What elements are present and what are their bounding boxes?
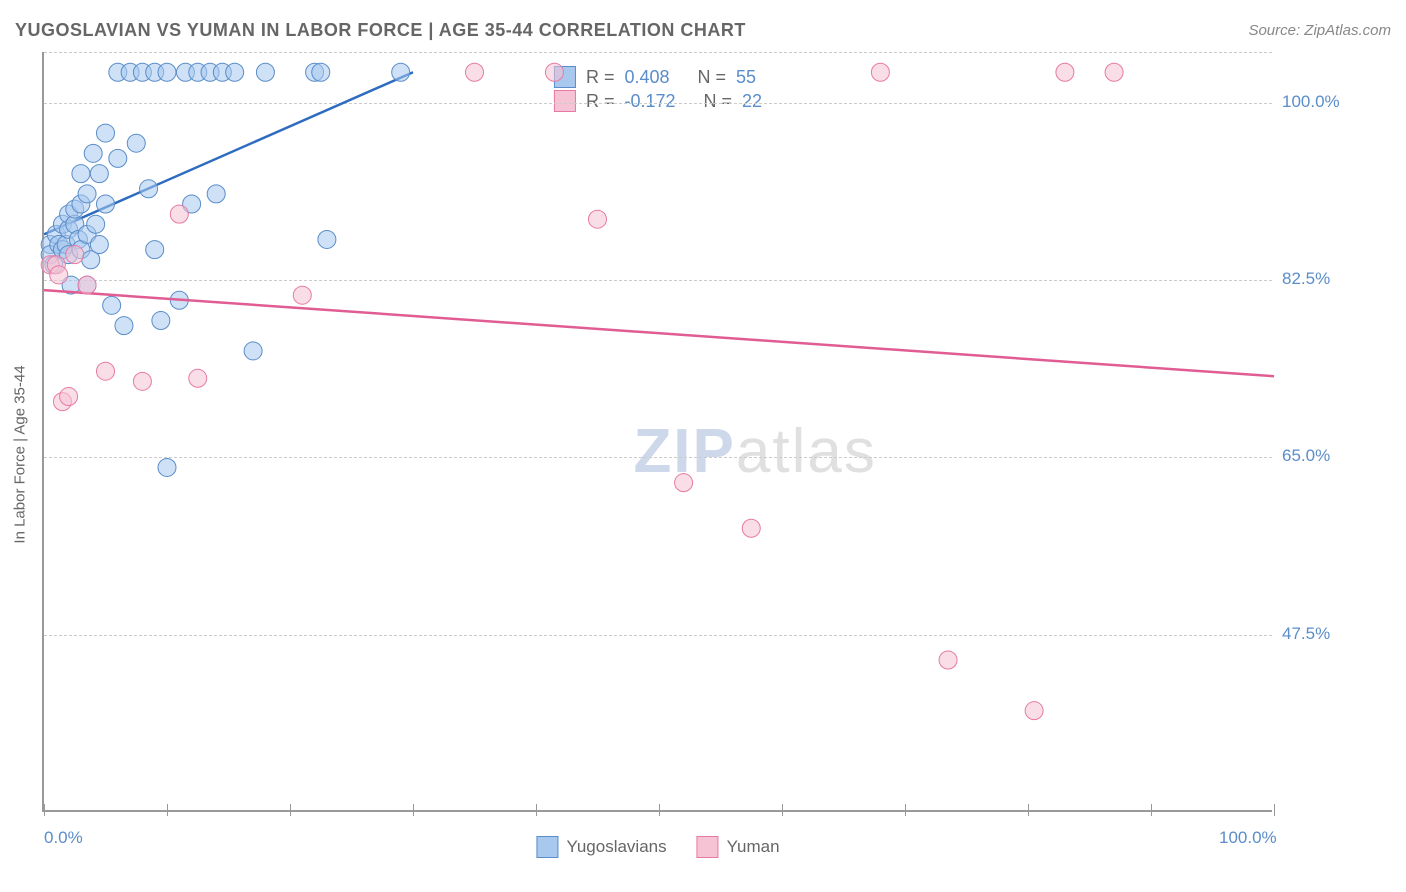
y-tick-label: 65.0% bbox=[1282, 446, 1392, 466]
data-point bbox=[87, 215, 105, 233]
data-point bbox=[244, 342, 262, 360]
data-point bbox=[90, 236, 108, 254]
series-legend-label: Yugoslavians bbox=[566, 837, 666, 857]
x-tick-mark bbox=[1274, 804, 1275, 816]
series-legend-item-yuman: Yuman bbox=[697, 836, 780, 858]
data-point bbox=[675, 474, 693, 492]
data-point bbox=[226, 63, 244, 81]
data-point bbox=[97, 124, 115, 142]
x-tick-label: 100.0% bbox=[1219, 828, 1277, 848]
data-point bbox=[60, 388, 78, 406]
data-point bbox=[146, 241, 164, 259]
data-point bbox=[939, 651, 957, 669]
series-legend: Yugoslavians Yuman bbox=[536, 836, 779, 858]
chart-title: YUGOSLAVIAN VS YUMAN IN LABOR FORCE | AG… bbox=[15, 20, 746, 41]
data-point bbox=[152, 312, 170, 330]
data-point bbox=[871, 63, 889, 81]
x-tick-label: 0.0% bbox=[44, 828, 83, 848]
data-point bbox=[545, 63, 563, 81]
data-point bbox=[742, 519, 760, 537]
data-point bbox=[133, 372, 151, 390]
data-point bbox=[84, 144, 102, 162]
data-point bbox=[66, 246, 84, 264]
data-point bbox=[90, 165, 108, 183]
y-tick-label: 82.5% bbox=[1282, 269, 1392, 289]
data-point bbox=[72, 165, 90, 183]
data-point bbox=[1105, 63, 1123, 81]
trend-line-yuman bbox=[44, 290, 1274, 376]
data-point bbox=[78, 276, 96, 294]
data-point bbox=[97, 195, 115, 213]
data-point bbox=[109, 149, 127, 167]
data-point bbox=[97, 362, 115, 380]
data-point bbox=[127, 134, 145, 152]
plot-area: ZIPatlas R =0.408N =55R =-0.172N =22 Yug… bbox=[42, 52, 1272, 812]
data-point bbox=[140, 180, 158, 198]
legend-swatch bbox=[697, 836, 719, 858]
data-point bbox=[103, 296, 121, 314]
legend-swatch bbox=[536, 836, 558, 858]
data-point bbox=[312, 63, 330, 81]
data-point bbox=[170, 205, 188, 223]
data-point bbox=[50, 266, 68, 284]
source-attribution: Source: ZipAtlas.com bbox=[1248, 22, 1391, 39]
data-point bbox=[589, 210, 607, 228]
data-point bbox=[115, 317, 133, 335]
series-legend-label: Yuman bbox=[727, 837, 780, 857]
y-axis-label: In Labor Force | Age 35-44 bbox=[12, 365, 29, 543]
data-point bbox=[158, 458, 176, 476]
chart-container: YUGOSLAVIAN VS YUMAN IN LABOR FORCE | AG… bbox=[0, 0, 1406, 892]
data-point bbox=[207, 185, 225, 203]
y-tick-label: 100.0% bbox=[1282, 92, 1392, 112]
data-point bbox=[256, 63, 274, 81]
data-point bbox=[392, 63, 410, 81]
data-point bbox=[158, 63, 176, 81]
data-point bbox=[189, 369, 207, 387]
data-point bbox=[1025, 702, 1043, 720]
data-point bbox=[1056, 63, 1074, 81]
data-point bbox=[78, 185, 96, 203]
plot-svg bbox=[44, 52, 1274, 812]
y-tick-label: 47.5% bbox=[1282, 624, 1392, 644]
data-point bbox=[318, 230, 336, 248]
series-legend-item-yugoslavians: Yugoslavians bbox=[536, 836, 666, 858]
data-point bbox=[466, 63, 484, 81]
data-point bbox=[293, 286, 311, 304]
